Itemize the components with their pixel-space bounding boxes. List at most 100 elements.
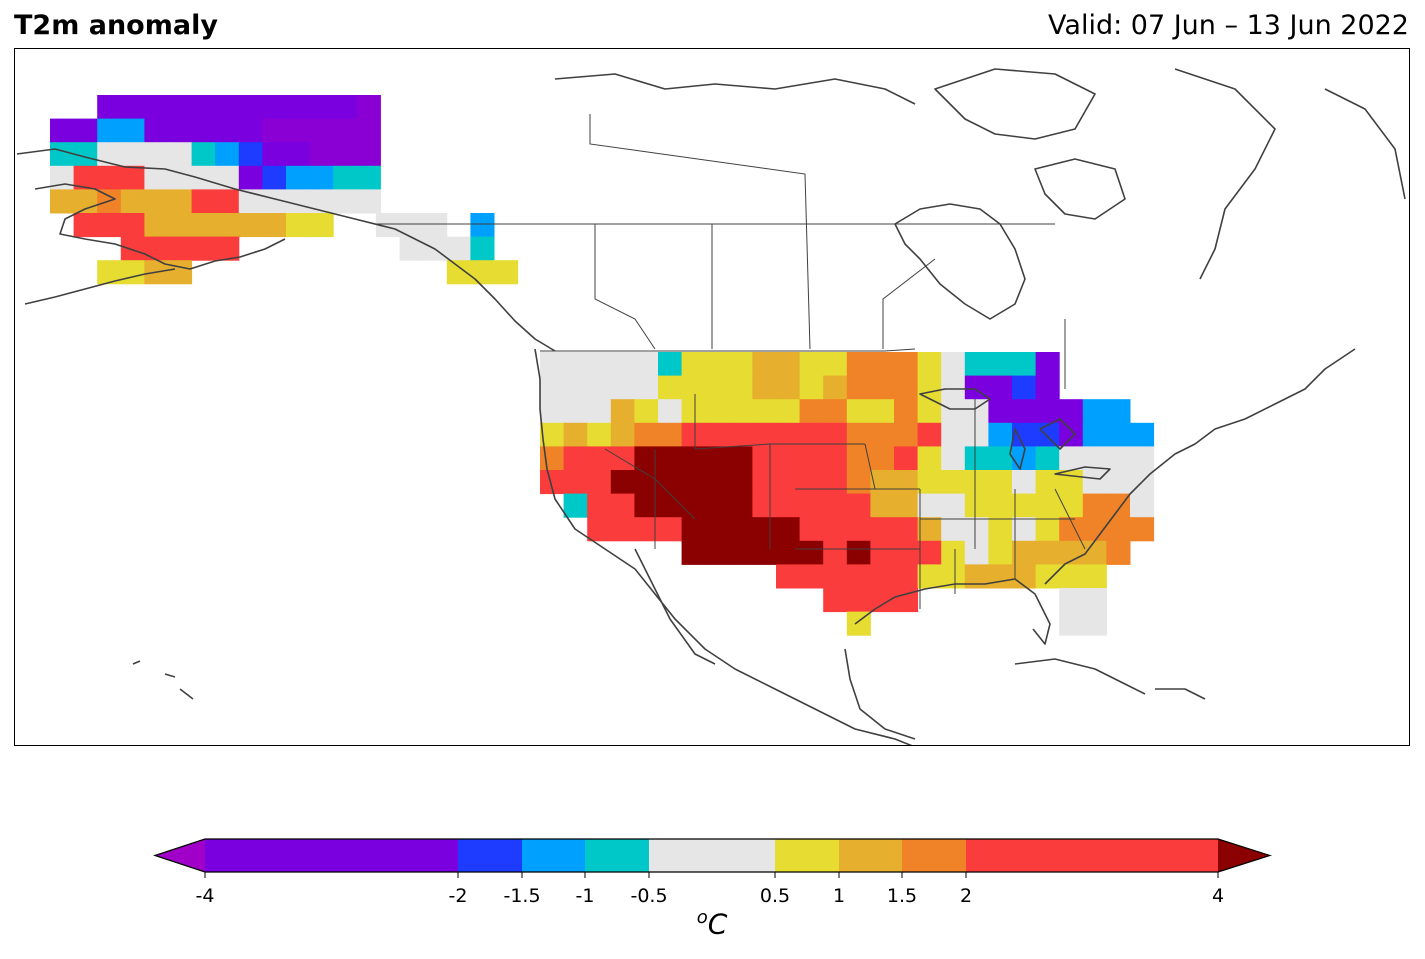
anomaly-cell — [238, 142, 263, 167]
anomaly-cell — [894, 375, 919, 400]
anomaly-cell — [1059, 470, 1084, 495]
anomaly-cell — [776, 540, 801, 565]
anomaly-cell — [988, 399, 1013, 424]
anomaly-cell — [1106, 470, 1131, 495]
anomaly-cell — [752, 540, 777, 565]
anomaly-cell — [941, 375, 966, 400]
anomaly-cell — [1035, 517, 1060, 542]
anomaly-cell — [120, 165, 145, 190]
anomaly-cell — [917, 352, 942, 377]
anomaly-cell — [191, 189, 216, 214]
anomaly-cell — [941, 470, 966, 495]
anomaly-cell — [97, 118, 122, 143]
anomaly-cell — [50, 142, 75, 167]
anomaly-cell — [1035, 540, 1060, 565]
anomaly-cell — [144, 165, 169, 190]
anomaly-cell — [563, 493, 588, 518]
anomaly-cell — [333, 118, 358, 143]
anomaly-cell — [1082, 564, 1107, 589]
anomaly-cell — [964, 422, 989, 447]
anomaly-cell — [634, 446, 659, 471]
anomaly-cell — [988, 493, 1013, 518]
anomaly-cell — [776, 375, 801, 400]
anomaly-cell — [1130, 446, 1155, 471]
anomaly-cell — [728, 493, 753, 518]
anomaly-cell — [262, 142, 287, 167]
anomaly-cell — [168, 260, 193, 285]
anomaly-cell — [941, 446, 966, 471]
anomaly-cell — [356, 118, 381, 143]
anomaly-cell — [1012, 352, 1037, 377]
anomaly-cell — [658, 422, 683, 447]
anomaly-cell — [356, 165, 381, 190]
anomaly-cell — [144, 118, 169, 143]
anomaly-cell — [610, 517, 635, 542]
anomaly-cell — [587, 446, 612, 471]
anomaly-cell — [941, 399, 966, 424]
anomaly-cell — [870, 493, 895, 518]
anomaly-cell — [846, 352, 871, 377]
anomaly-cell — [238, 213, 263, 238]
anomaly-cell — [728, 470, 753, 495]
anomaly-cell — [587, 517, 612, 542]
anomaly-cell — [870, 564, 895, 589]
anomaly-cell — [540, 375, 565, 400]
anomaly-cell — [1082, 422, 1107, 447]
anomaly-cell — [823, 375, 848, 400]
anomaly-cell — [728, 517, 753, 542]
anomaly-cell — [120, 213, 145, 238]
anomaly-cell — [168, 213, 193, 238]
anomaly-cell — [215, 142, 240, 167]
anomaly-cell — [1130, 422, 1155, 447]
anomaly-cell — [1059, 588, 1084, 613]
anomaly-cell — [587, 375, 612, 400]
anomaly-cell — [846, 446, 871, 471]
anomaly-cell — [286, 213, 311, 238]
anomaly-cell — [286, 189, 311, 214]
anomaly-map — [16, 68, 1406, 745]
colorbar-tick-label: -1.5 — [503, 885, 541, 907]
colorbar-tick-label: -0.5 — [630, 885, 668, 907]
anomaly-cell — [917, 540, 942, 565]
anomaly-cell — [1035, 446, 1060, 471]
anomaly-cell — [776, 470, 801, 495]
anomaly-grid — [50, 95, 1155, 636]
colorbar-bin — [966, 839, 1218, 872]
anomaly-cell — [681, 375, 706, 400]
anomaly-cell — [705, 517, 730, 542]
anomaly-cell — [563, 375, 588, 400]
anomaly-cell — [120, 118, 145, 143]
anomaly-cell — [1106, 399, 1131, 424]
anomaly-cell — [470, 260, 495, 285]
anomaly-cell — [941, 517, 966, 542]
colorbar-bin — [902, 839, 966, 872]
anomaly-cell — [540, 352, 565, 377]
anomaly-cell — [752, 517, 777, 542]
anomaly-cell — [658, 517, 683, 542]
anomaly-cell — [309, 213, 334, 238]
anomaly-cell — [215, 118, 240, 143]
anomaly-cell — [823, 446, 848, 471]
anomaly-cell — [846, 517, 871, 542]
anomaly-cell — [144, 95, 169, 120]
anomaly-cell — [728, 399, 753, 424]
anomaly-cell — [610, 493, 635, 518]
anomaly-cell — [917, 422, 942, 447]
anomaly-cell — [356, 142, 381, 167]
anomaly-cell — [728, 422, 753, 447]
anomaly-cell — [728, 540, 753, 565]
anomaly-cell — [470, 236, 495, 261]
anomaly-cell — [309, 189, 334, 214]
anomaly-cell — [846, 422, 871, 447]
anomaly-cell — [1059, 611, 1084, 636]
anomaly-cell — [752, 352, 777, 377]
anomaly-cell — [610, 446, 635, 471]
anomaly-cell — [1012, 540, 1037, 565]
anomaly-cell — [446, 236, 471, 261]
anomaly-cell — [799, 517, 824, 542]
colorbar-bin — [458, 839, 522, 872]
anomaly-cell — [728, 352, 753, 377]
political-borders — [375, 114, 1086, 609]
anomaly-cell — [917, 493, 942, 518]
anomaly-cell — [658, 470, 683, 495]
